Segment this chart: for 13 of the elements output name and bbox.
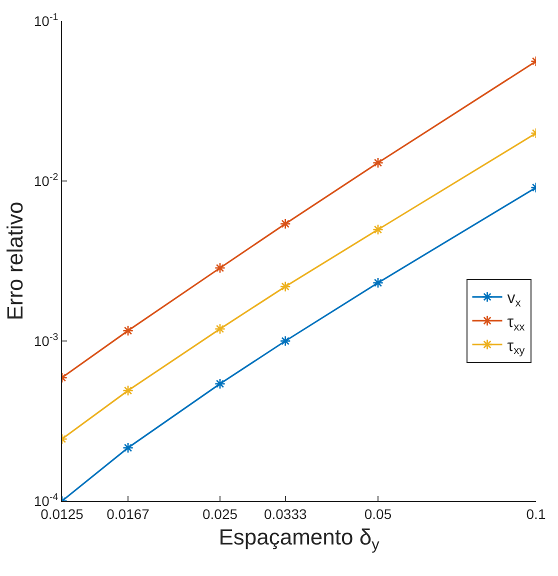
x-tick-label: 0.025 <box>202 506 238 522</box>
legend-label: τ$_{xx}$ <box>507 314 526 334</box>
y-tick-label: 10$^{-2}$ <box>34 172 58 189</box>
y-axis-title: Erro relativo <box>2 202 28 320</box>
x-tick-label: 0.0167 <box>106 506 150 522</box>
x-axis-title: Espaçamento δ$_{y}$ <box>218 524 380 554</box>
legend-label: τ$_{xy}$ <box>507 338 526 358</box>
x-tick-label: 0.0333 <box>264 506 307 522</box>
x-tick-label: 0.05 <box>364 506 392 522</box>
x-tick-label: 0.1 <box>526 506 546 522</box>
y-tick-label: 10$^{-1}$ <box>34 12 58 29</box>
legend-label: v$_{x}$ <box>507 290 522 310</box>
y-tick-label: 10$^{-3}$ <box>34 332 59 349</box>
